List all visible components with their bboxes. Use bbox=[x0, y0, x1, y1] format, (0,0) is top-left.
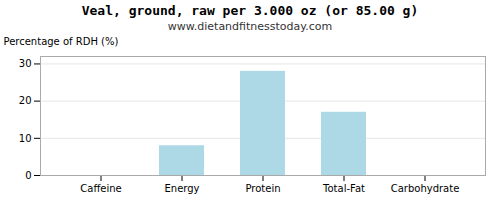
html-text:www.dietandfitnesstoday.com: www.dietandfitnesstoday.com bbox=[167, 20, 333, 33]
svg-text:Energy: Energy bbox=[164, 183, 199, 194]
svg-text:10: 10 bbox=[19, 133, 32, 144]
svg-text:Caffeine: Caffeine bbox=[80, 183, 121, 194]
svg-text:Percentage of RDH (%): Percentage of RDH (%) bbox=[4, 36, 119, 47]
svg-text:0: 0 bbox=[25, 170, 31, 181]
svg-text:Protein: Protein bbox=[245, 183, 280, 194]
svg-text:20: 20 bbox=[19, 95, 32, 106]
svg-text:Total-Fat: Total-Fat bbox=[322, 183, 365, 194]
svg-text:Carbohydrate: Carbohydrate bbox=[391, 183, 460, 194]
svg-text:30: 30 bbox=[19, 58, 32, 69]
html-text:Veal, ground, raw per 3.000 oz: Veal, ground, raw per 3.000 oz (or 85.00… bbox=[81, 3, 419, 18]
